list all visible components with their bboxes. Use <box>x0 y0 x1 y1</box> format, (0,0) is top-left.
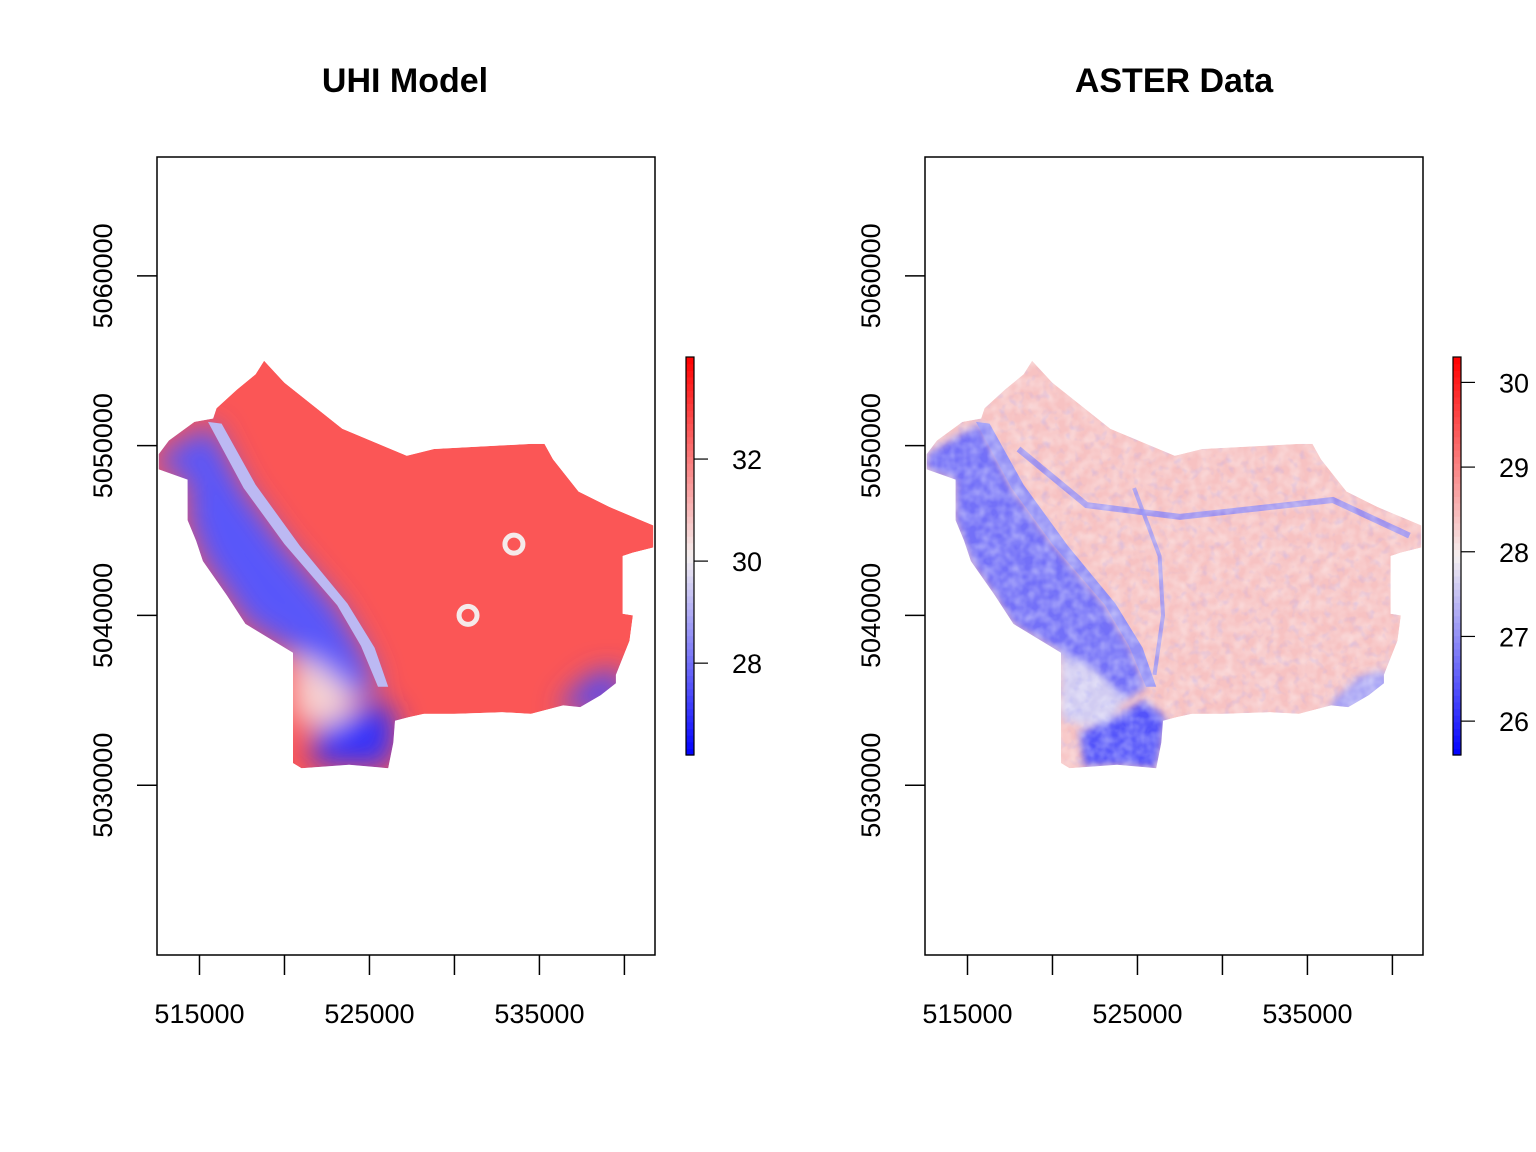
plot-frame <box>156 156 656 956</box>
legend-frame <box>685 356 695 756</box>
x-tick-label: 535000 <box>1262 999 1352 1029</box>
y-tick-label: 5030000 <box>88 733 118 838</box>
texture <box>926 360 1422 769</box>
y-tick-label: 5050000 <box>88 393 118 498</box>
chart-title: UHI Model <box>322 62 488 100</box>
urban-core-area <box>158 360 654 769</box>
x-tick-label: 525000 <box>1092 999 1182 1029</box>
southwest-urban-area <box>293 652 358 726</box>
river-band <box>208 421 389 687</box>
plot-frame <box>924 156 1424 956</box>
panel-2: ASTER Data 515000 525000 535000 5030000 50400… <box>856 62 1529 1029</box>
legend-tick-label: 29 <box>1499 453 1529 483</box>
temperature-map <box>926 360 1422 769</box>
y-tick-label: 5050000 <box>856 393 886 498</box>
legend-tick-label: 30 <box>732 547 762 577</box>
color-legend: 28 30 32 <box>685 356 762 756</box>
legend-tick-label: 30 <box>1499 368 1529 398</box>
legend-tick-label: 28 <box>732 649 762 679</box>
legend-tick-label: 28 <box>1499 538 1529 568</box>
south-valley-area <box>311 700 397 769</box>
legend-tick-label: 27 <box>1499 622 1529 652</box>
x-tick-label: 515000 <box>154 999 244 1029</box>
temperature-map <box>158 360 654 769</box>
cool-ring <box>502 532 526 556</box>
west-hills-area <box>158 423 378 701</box>
x-tick-label: 525000 <box>324 999 414 1029</box>
y-tick-label: 5060000 <box>88 223 118 328</box>
panel-1: UHI Model 515000 525000 535000 5030000 504000… <box>88 62 762 1029</box>
y-tick-label: 5030000 <box>856 733 886 838</box>
legend-frame <box>1452 356 1462 756</box>
y-tick-label: 5040000 <box>856 563 886 668</box>
x-tick-label: 515000 <box>922 999 1012 1029</box>
legend-tick-label: 26 <box>1499 707 1529 737</box>
chart-title: ASTER Data <box>1075 62 1274 100</box>
y-tick-label: 5040000 <box>88 563 118 668</box>
color-legend: 26 27 28 29 30 <box>1452 356 1529 756</box>
y-tick-label: 5060000 <box>856 223 886 328</box>
cool-ring <box>456 603 480 627</box>
x-tick-label: 535000 <box>494 999 584 1029</box>
legend-tick-label: 32 <box>732 445 762 475</box>
